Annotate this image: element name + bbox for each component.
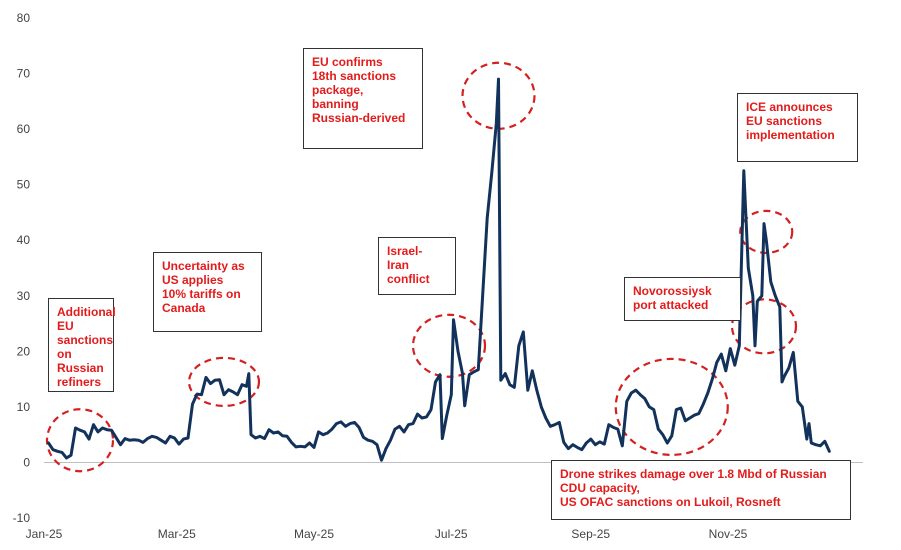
y-tick-label: 20	[17, 344, 31, 358]
highlight-circle-nov-lower	[730, 298, 798, 355]
x-tick-label: Sep-25	[571, 527, 610, 541]
annotation-novorossiysk: Novorossiysk port attacked	[624, 277, 741, 321]
annotation-eu-sanctions-refiners: Additional EU sanctions on Russian refin…	[48, 298, 116, 392]
highlight-circle-jun	[411, 313, 487, 378]
x-tick-label: Jan-25	[26, 527, 63, 541]
annotation-israel-iran: Israel- Iran conflict	[378, 237, 456, 295]
x-tick-label: Mar-25	[158, 527, 196, 541]
x-tick-label: Nov-25	[709, 527, 748, 541]
series-line	[47, 77, 831, 462]
y-tick-label: 30	[17, 289, 31, 303]
annotation-us-tariffs: Uncertainty as US applies 10% tariffs on…	[153, 252, 262, 332]
y-tick-label: 0	[23, 455, 30, 469]
x-tick-label: Jul-25	[435, 527, 468, 541]
highlight-circle-oct	[614, 357, 729, 456]
y-tick-label: -10	[13, 511, 31, 525]
highlight-circle-mar	[187, 356, 261, 407]
y-tick-label: 50	[17, 178, 31, 192]
annotation-drone-strikes: Drone strikes damage over 1.8 Mbd of Rus…	[551, 460, 851, 520]
annotation-ice-eu-sanctions: ICE announces EU sanctions implementatio…	[737, 93, 858, 162]
y-tick-label: 80	[17, 11, 31, 25]
y-tick-label: 40	[17, 233, 31, 247]
x-tick-label: May-25	[294, 527, 334, 541]
highlight-circle-jan	[45, 408, 115, 473]
annotation-eu-18th-package: EU confirms 18th sanctions package, bann…	[303, 48, 423, 149]
y-tick-label: 10	[17, 400, 31, 414]
y-tick-label: 70	[17, 67, 31, 81]
y-tick-label: 60	[17, 122, 31, 136]
